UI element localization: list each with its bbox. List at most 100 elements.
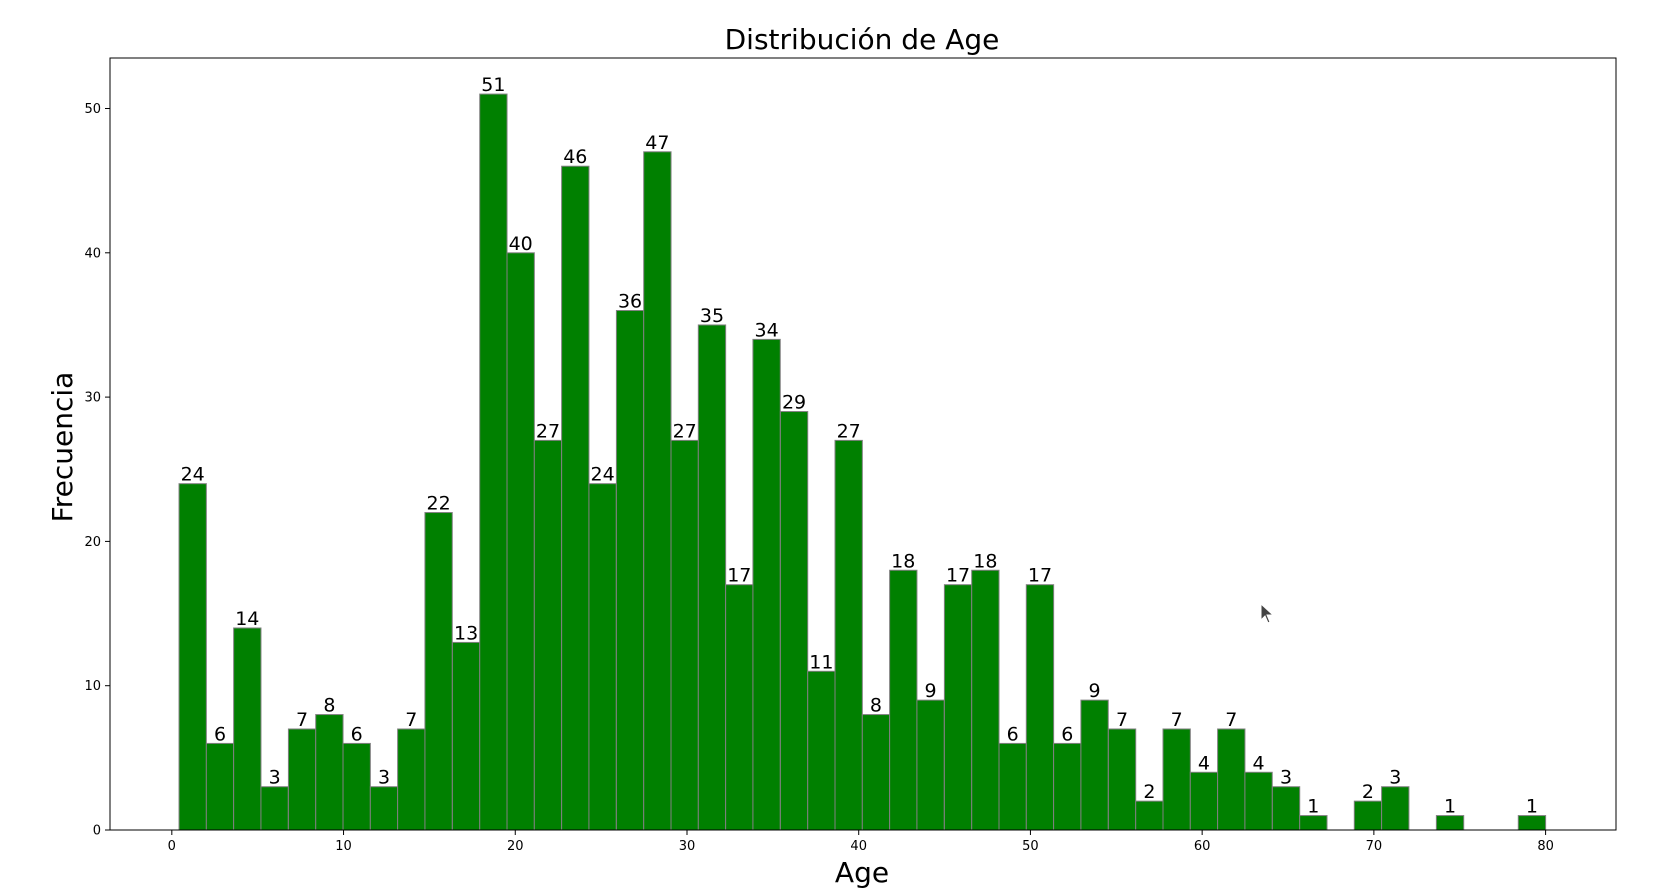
y-tick-label: 10 xyxy=(84,679,101,694)
histogram-bar xyxy=(479,93,508,831)
bar-value-label: 7 xyxy=(1225,709,1237,731)
bar-value-label: 2 xyxy=(1143,781,1155,803)
bar-value-label: 18 xyxy=(891,550,915,572)
histogram-bar xyxy=(779,411,809,831)
histogram-bar xyxy=(533,439,563,831)
histogram-bar xyxy=(1080,699,1109,831)
histogram-bar xyxy=(287,728,317,831)
histogram-bar xyxy=(998,742,1027,831)
bar-value-label: 34 xyxy=(754,319,778,341)
plot-frame xyxy=(109,57,1617,831)
y-tick-label: 20 xyxy=(84,535,101,550)
y-axis-label: Frecuencia xyxy=(46,372,79,523)
histogram-bar xyxy=(506,252,535,831)
bar-value-label: 51 xyxy=(481,74,505,96)
bar-value-label: 8 xyxy=(323,695,335,717)
histogram-bar xyxy=(1435,815,1465,831)
x-axis-ticks: 0 10 20 30 40 50 60 70 80 xyxy=(168,830,1554,854)
bar-value-label: 7 xyxy=(1171,709,1183,731)
histogram-bar xyxy=(1271,786,1301,831)
histogram-bar xyxy=(1353,800,1383,831)
bar-value-label: 3 xyxy=(378,767,390,789)
histogram-bar xyxy=(1244,771,1273,831)
bar-value-label: 3 xyxy=(1389,767,1401,789)
bar-value-label: 24 xyxy=(181,464,205,486)
bar-value-label: 6 xyxy=(214,723,226,745)
bar-value-label: 7 xyxy=(296,709,308,731)
bar-value-label: 6 xyxy=(1007,723,1019,745)
histogram-bar xyxy=(397,728,426,831)
bar-value-label: 6 xyxy=(351,723,363,745)
bar-value-label: 1 xyxy=(1526,796,1538,818)
bar-value-label: 17 xyxy=(727,565,751,587)
bar-value-label: 13 xyxy=(454,622,478,644)
histogram-bar xyxy=(943,584,973,831)
histogram-bar xyxy=(1025,584,1055,831)
bar-value-label: 36 xyxy=(618,291,642,313)
bar-value-label: 27 xyxy=(536,420,560,442)
histogram-bar xyxy=(807,670,836,831)
histogram-bar xyxy=(451,641,481,831)
histogram-bar xyxy=(670,439,699,831)
histogram-bar xyxy=(561,165,590,831)
x-tick-label: 50 xyxy=(1022,839,1039,854)
bar-value-label: 17 xyxy=(946,565,970,587)
y-tick-label: 0 xyxy=(93,824,101,839)
x-tick-label: 20 xyxy=(507,839,524,854)
bars-layer xyxy=(178,93,1547,831)
histogram-bar xyxy=(1053,742,1082,831)
histogram-bar xyxy=(233,627,262,831)
bar-value-label: 3 xyxy=(269,767,281,789)
bar-value-label: 47 xyxy=(645,132,669,154)
bar-value-label: 11 xyxy=(809,651,833,673)
bar-value-label: 22 xyxy=(427,493,451,515)
x-axis-label: Age xyxy=(835,856,889,889)
bar-labels-layer: 2461437863722135140274624364727351734291… xyxy=(181,74,1538,818)
histogram-bar xyxy=(1299,815,1328,831)
chart-title: Distribución de Age xyxy=(725,23,1000,56)
x-tick-label: 80 xyxy=(1537,839,1554,854)
histogram-bar xyxy=(725,584,754,831)
histogram-bar xyxy=(889,569,918,831)
x-tick-label: 40 xyxy=(850,839,867,854)
x-tick-label: 0 xyxy=(168,839,176,854)
y-tick-label: 50 xyxy=(84,102,101,117)
bar-value-label: 7 xyxy=(405,709,417,731)
bar-value-label: 17 xyxy=(1028,565,1052,587)
bar-value-label: 1 xyxy=(1307,796,1319,818)
histogram-bar xyxy=(861,714,891,831)
x-tick-label: 70 xyxy=(1366,839,1383,854)
histogram-bar xyxy=(752,338,781,831)
histogram-bar xyxy=(369,786,399,831)
bar-value-label: 4 xyxy=(1253,752,1265,774)
histogram-bar xyxy=(1217,728,1246,831)
histogram-bar xyxy=(205,742,235,831)
mouse-pointer-icon xyxy=(1260,603,1275,624)
histogram-bar xyxy=(643,151,672,831)
bar-value-label: 1 xyxy=(1444,796,1456,818)
bar-value-label: 14 xyxy=(235,608,259,630)
bar-value-label: 24 xyxy=(591,464,615,486)
histogram-bar xyxy=(834,439,863,831)
histogram-bar xyxy=(916,699,945,831)
histogram-bar xyxy=(1381,786,1410,831)
bar-value-label: 27 xyxy=(837,420,861,442)
histogram-bar xyxy=(1162,728,1191,831)
histogram-bar xyxy=(588,483,617,831)
bar-value-label: 2 xyxy=(1362,781,1374,803)
bar-value-label: 27 xyxy=(673,420,697,442)
histogram-bar xyxy=(1189,771,1219,831)
bar-value-label: 9 xyxy=(1089,680,1101,702)
histogram-bar xyxy=(697,324,727,831)
x-tick-label: 30 xyxy=(679,839,696,854)
bar-value-label: 7 xyxy=(1116,709,1128,731)
bar-value-label: 40 xyxy=(509,233,533,255)
y-tick-label: 30 xyxy=(84,391,101,406)
histogram-bar xyxy=(424,512,453,831)
histogram-bar xyxy=(260,786,289,831)
y-tick-label: 40 xyxy=(84,246,101,261)
x-tick-label: 10 xyxy=(335,839,352,854)
bar-value-label: 29 xyxy=(782,392,806,414)
bar-value-label: 3 xyxy=(1280,767,1292,789)
